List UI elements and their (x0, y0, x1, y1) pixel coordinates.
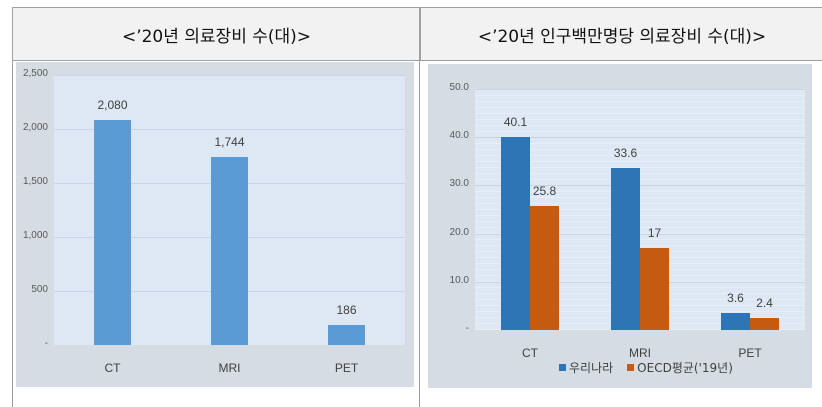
left-header: <’20년 의료장비 수(대)> (12, 8, 420, 61)
x-tick-label: MRI (218, 361, 241, 375)
right-chart-title: <’20년 인구백만명당 의료장비 수(대)> (477, 26, 767, 47)
y-tick-label: 10.0 (449, 274, 469, 286)
data-label: 186 (336, 302, 357, 317)
bar-mri (611, 168, 640, 330)
gridline (475, 185, 805, 187)
bar-pet (750, 318, 779, 330)
minor-gridline (475, 107, 805, 108)
y-tick-label: - (44, 338, 48, 349)
y-tick-label: 1,000 (22, 230, 48, 241)
minor-gridline (475, 119, 805, 120)
left-chart-title: <’20년 의료장비 수(대)> (121, 26, 312, 47)
gridline (54, 75, 405, 76)
y-tick-label: 1,500 (22, 176, 48, 187)
bar-mri (640, 248, 669, 330)
minor-gridline (475, 155, 805, 156)
x-tick-label: CT (522, 346, 538, 360)
minor-gridline (475, 101, 805, 102)
table-left-border (12, 8, 13, 407)
minor-gridline (475, 215, 805, 216)
x-tick-label: PET (334, 361, 359, 375)
minor-gridline (475, 143, 805, 144)
minor-gridline (475, 233, 805, 234)
column-divider (419, 8, 420, 407)
legend-item-oecd: OECD평균('19년) (627, 359, 733, 376)
legend-label: 우리나라 (569, 361, 614, 375)
minor-gridline (475, 191, 805, 192)
minor-gridline (475, 149, 805, 150)
minor-gridline (475, 173, 805, 174)
right-chart-panel: 40.1 25.8 33.6 17 3.6 2.4 우리나라 OECD평균('19년) -… (428, 64, 812, 388)
right-plot-area: 40.1 25.8 33.6 17 3.6 2.4 (475, 89, 805, 330)
minor-gridline (475, 125, 805, 126)
minor-gridline (475, 113, 805, 114)
y-tick-label: 20.0 (449, 226, 469, 238)
data-label: 2,080 (97, 98, 128, 113)
minor-gridline (475, 167, 805, 168)
bar-pet (328, 324, 365, 345)
legend-swatch-blue-icon (559, 364, 566, 371)
minor-gridline (475, 95, 805, 96)
legend-item-korea: 우리나라 (559, 359, 613, 376)
bar-mri (211, 156, 248, 345)
minor-gridline (475, 179, 805, 180)
y-tick-label: 2,500 (22, 68, 48, 79)
gridline (475, 233, 805, 235)
minor-gridline (475, 131, 805, 132)
bar-ct (530, 205, 559, 330)
y-tick-label: 30.0 (449, 178, 469, 190)
minor-gridline (475, 227, 805, 228)
x-tick-label: CT (104, 361, 121, 375)
left-chart-panel: 2,080 1,744 186 - 500 1,000 1,500 2,000 2,500 CT… (16, 62, 414, 387)
minor-gridline (475, 221, 805, 222)
data-label: 1,744 (214, 134, 245, 149)
minor-gridline (475, 245, 805, 246)
data-label: 33.6 (613, 146, 638, 161)
gridline (475, 89, 805, 90)
bar-pet (721, 312, 750, 330)
y-tick-label: 500 (31, 284, 48, 295)
y-tick-label: 2,000 (22, 122, 48, 133)
bar-ct (94, 120, 131, 345)
left-plot-area: 2,080 1,744 186 (54, 75, 405, 345)
data-label: 3.6 (727, 290, 744, 305)
right-header: <’20년 인구백만명당 의료장비 수(대)> (420, 8, 822, 61)
y-tick-label: - (465, 323, 469, 334)
gridline (54, 129, 405, 130)
bar-ct (501, 136, 530, 330)
minor-gridline (475, 203, 805, 204)
y-tick-label: 40.0 (449, 130, 469, 142)
minor-gridline (475, 239, 805, 240)
data-label: 2.4 (756, 296, 773, 311)
minor-gridline (475, 161, 805, 162)
chart-legend: 우리나라 OECD평균('19년) (559, 359, 733, 376)
y-tick-label: 50.0 (449, 82, 469, 93)
x-tick-label: PET (738, 346, 762, 360)
comparison-table: <’20년 의료장비 수(대)> <’20년 인구백만명당 의료장비 수(대)> (12, 7, 822, 407)
data-label: 17 (647, 226, 662, 241)
data-label: 25.8 (532, 183, 557, 198)
x-tick-label: MRI (629, 346, 651, 360)
gridline (475, 137, 805, 139)
legend-swatch-orange-icon (627, 364, 635, 371)
data-label: 40.1 (503, 114, 528, 129)
legend-label: OECD평균('19년) (637, 361, 733, 375)
minor-gridline (475, 209, 805, 210)
minor-gridline (475, 197, 805, 198)
